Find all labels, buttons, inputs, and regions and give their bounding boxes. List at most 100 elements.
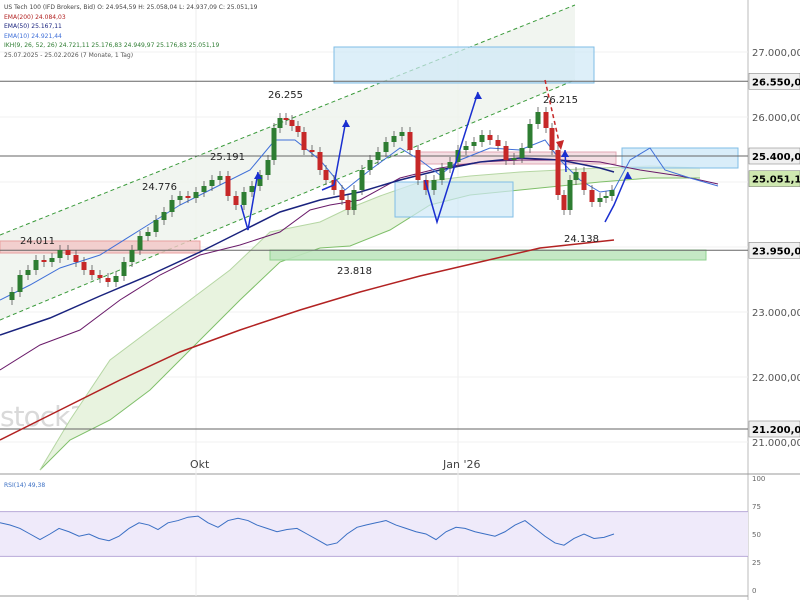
price-annotation: 25.191 — [210, 152, 245, 163]
rsi-tick-label: 75 — [752, 503, 761, 511]
price-label: 21.200,00 — [752, 425, 800, 436]
rsi-tick-label: 25 — [752, 559, 761, 567]
rsi-tick-label: 50 — [752, 531, 761, 539]
candle — [479, 135, 485, 142]
candle — [549, 128, 555, 150]
trend-channel-lower — [0, 79, 576, 321]
price-label: 26.550,00 — [752, 77, 800, 88]
price-label-box — [748, 73, 800, 90]
x-label-jan: Jan '26 — [442, 458, 480, 471]
candle — [17, 275, 23, 292]
candle — [415, 150, 421, 180]
candle — [567, 180, 573, 210]
price-annotation: 24.776 — [142, 182, 177, 193]
candle — [447, 162, 453, 168]
rsi-legend: RSI(14) 49,38 — [4, 482, 46, 489]
candle — [97, 275, 103, 278]
candle — [309, 150, 315, 152]
candle — [265, 160, 271, 175]
candle — [573, 172, 579, 180]
ichimoku-span-a — [39, 165, 701, 471]
candle — [495, 140, 501, 146]
candle — [603, 196, 609, 198]
y-tick-label: 26.000,00 — [752, 113, 800, 124]
candle — [249, 186, 255, 192]
candle — [383, 142, 389, 152]
arrow-head — [624, 172, 632, 179]
candle — [209, 180, 215, 186]
chart-legend: US Tech 100 (IFD Brokers, Bid) O: 24.954… — [4, 3, 257, 60]
ichimoku-span-b — [39, 177, 700, 471]
projection-line — [613, 147, 719, 191]
kijun-line — [0, 159, 719, 371]
legend-ema10: EMA(10) 24.921,44 — [4, 32, 62, 40]
candle — [177, 196, 183, 200]
price-annotation: 24.138 — [564, 234, 599, 245]
candle — [597, 198, 603, 202]
candle — [25, 270, 31, 275]
candle — [581, 172, 587, 190]
candle — [407, 132, 413, 150]
candle — [129, 250, 135, 262]
candle — [301, 132, 307, 150]
candle — [81, 262, 87, 270]
ema200-line — [0, 239, 615, 441]
candle — [121, 262, 127, 276]
candle — [113, 276, 119, 282]
price-label-box — [748, 170, 800, 187]
candle — [589, 190, 595, 202]
candle — [201, 186, 207, 192]
candle — [65, 250, 71, 255]
candle — [241, 192, 247, 205]
candle — [519, 148, 525, 158]
ichimoku-cloud — [40, 166, 700, 470]
candle — [367, 160, 373, 170]
future-target-box — [621, 147, 739, 169]
candle — [153, 220, 159, 232]
candle — [49, 258, 55, 262]
price-label-box — [748, 147, 800, 165]
candle — [283, 118, 289, 120]
candle — [561, 195, 567, 210]
y-tick-label: 27.000,00 — [752, 48, 800, 59]
candle — [391, 136, 397, 142]
candle — [41, 260, 47, 262]
y-tick-label: 21.000,00 — [752, 438, 800, 449]
candle — [271, 128, 277, 160]
arrow-head — [342, 120, 350, 127]
candle — [161, 212, 167, 220]
candle — [169, 200, 175, 212]
candle — [233, 196, 239, 205]
candle — [323, 170, 329, 180]
candle — [463, 146, 469, 150]
legend-ema50: EMA(50) 25.167,11 — [4, 23, 62, 30]
legend-ikh: IKH(9, 26, 52, 26) 24.721,11 25.176,83 2… — [4, 42, 220, 49]
rsi-band — [0, 511, 748, 557]
candle — [339, 190, 345, 200]
candle — [89, 270, 95, 275]
analysis-arrow — [604, 171, 629, 223]
candle — [399, 132, 405, 136]
candle — [217, 176, 223, 180]
price-label-box — [748, 242, 800, 259]
candle — [137, 236, 143, 250]
arrow-head — [474, 92, 482, 99]
projection-down-arrow — [544, 79, 561, 147]
rsi-tick-label: 100 — [752, 475, 765, 483]
analysis-arrow — [424, 91, 479, 225]
candle — [73, 255, 79, 262]
price-annotation: 26.255 — [268, 90, 303, 101]
candle — [289, 120, 295, 126]
candle — [57, 250, 63, 258]
price-label: 23.950,00 — [752, 246, 800, 257]
arrow-head — [556, 140, 564, 150]
price-annotation: 24.011 — [20, 236, 55, 247]
price-label: 25.400,00 — [752, 152, 800, 163]
candle — [535, 112, 541, 124]
candle — [351, 190, 357, 210]
candle — [487, 135, 493, 140]
candle — [193, 192, 199, 198]
arrow-head — [254, 172, 262, 179]
legend-range: 25.07.2025 - 25.02.2026 (7 Monate, 1 Tag… — [4, 51, 134, 59]
